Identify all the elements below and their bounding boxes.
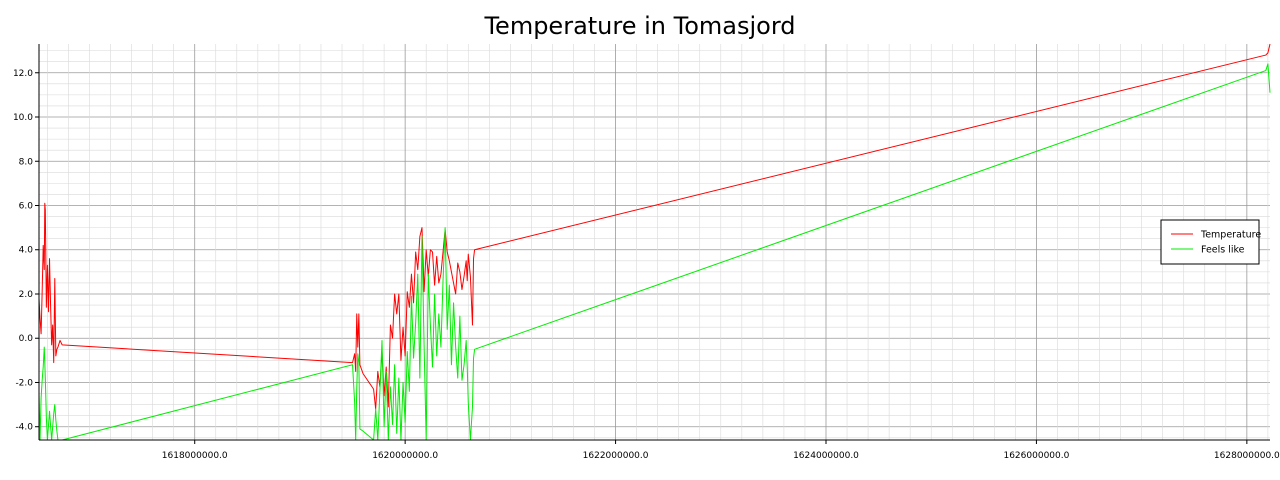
y-tick-label: 8.0 [19,157,34,167]
series-layer [38,43,1271,441]
grid-lines [39,44,1270,440]
x-tick-label: 1628000000.0 [1214,451,1280,461]
y-tick-label: 2.0 [19,290,34,300]
legend-label: Feels like [1201,245,1245,256]
x-tick-label: 1626000000.0 [1003,451,1069,461]
x-tick-label: 1624000000.0 [793,451,859,461]
legend-box [1160,219,1260,265]
y-tick-label: -4.0 [15,423,33,433]
series-line-feels-like [38,63,1271,441]
axes: -4.0 -2.0 0.0 2.0 4.0 6.0 8.0 10.0 12.0 161800000… [13,44,1280,461]
y-tick-label: 12.0 [13,69,33,79]
y-tick-label: 6.0 [19,201,34,211]
y-tick-label: -2.0 [15,378,33,388]
y-tick-label: 0.0 [19,334,34,344]
chart-title: Temperature in Tomasjord [483,12,795,40]
x-tick-label: 1622000000.0 [583,451,649,461]
y-tick-label: 4.0 [19,246,34,256]
series-line-temperature [38,43,1271,410]
y-tick-label: 10.0 [13,113,33,123]
legend: Temperature Feels like [1160,219,1261,265]
legend-label: Temperature [1200,230,1261,241]
x-tick-label: 1620000000.0 [372,451,438,461]
x-tick-label: 1618000000.0 [162,451,228,461]
